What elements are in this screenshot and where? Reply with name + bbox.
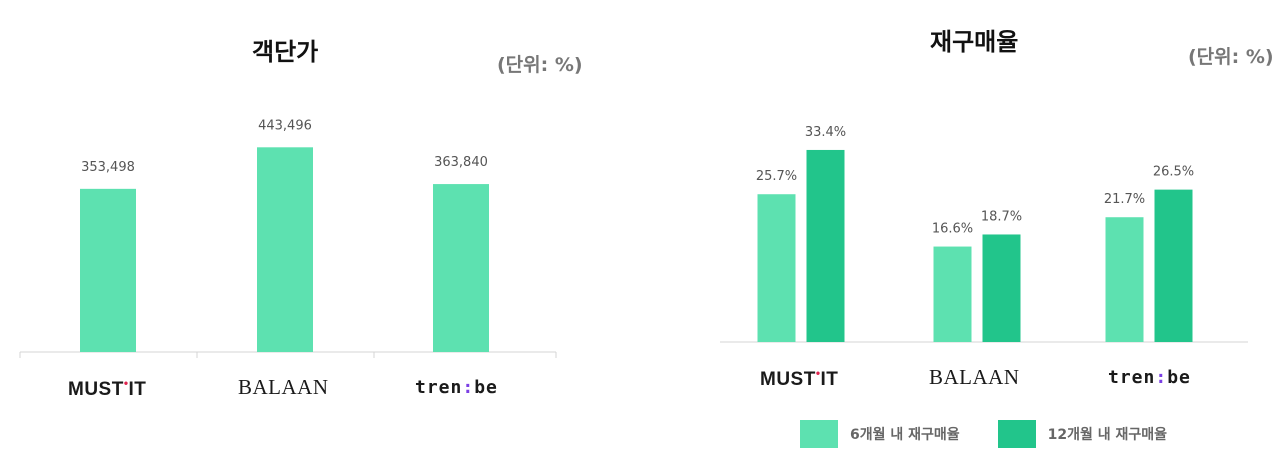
data-label: 25.7% — [756, 169, 797, 184]
legend-label: 6개월 내 재구매율 — [850, 427, 960, 443]
chart-plot: 25.7% 16.6% 21.7% 33.4% 18.7% 26.5% — [720, 125, 1248, 343]
balaan-logo: BALAAN — [238, 375, 329, 399]
chart-title: 재구매율 — [930, 28, 1019, 56]
trenbe-logo: tren:be — [1108, 367, 1191, 388]
data-label: 363,840 — [434, 155, 488, 170]
legend-swatch — [800, 420, 838, 448]
mustit-logo: MUST•IT — [68, 376, 147, 400]
average-order-value-chart: 객단가 (단위: %) 353,498 443,496 363,840 MUST•I… — [19, 38, 583, 400]
unit-label: (단위: %) — [1188, 46, 1274, 68]
repurchase-rate-chart: 재구매율 (단위: %) 25.7% 16.6% 21.7% 33.4% 18.7% 26… — [640, 0, 1280, 450]
bar — [806, 149, 845, 342]
chart-title: 객단가 — [252, 38, 319, 66]
data-label: 21.7% — [1104, 192, 1145, 207]
balaan-logo: BALAAN — [929, 365, 1020, 389]
legend-swatch — [997, 420, 1036, 448]
data-label: 26.5% — [1153, 165, 1194, 180]
unit-label: (단위: %) — [497, 54, 583, 76]
bar — [80, 188, 136, 352]
bar — [757, 194, 796, 342]
legend-item-12m: 12개월 내 재구매율 — [997, 420, 1168, 448]
data-label: 443,496 — [258, 118, 312, 133]
mustit-logo: MUST•IT — [760, 366, 839, 390]
legend-label: 12개월 내 재구매율 — [1047, 427, 1168, 443]
data-label: 16.6% — [932, 222, 973, 237]
data-label: 18.7% — [981, 209, 1022, 224]
data-label: 353,498 — [81, 160, 135, 175]
bar — [1154, 189, 1193, 342]
bar — [982, 234, 1021, 342]
bar — [433, 184, 489, 352]
data-label: 33.4% — [805, 125, 846, 140]
chart-plot: 353,498 443,496 363,840 — [19, 118, 557, 358]
bar — [1105, 217, 1144, 342]
bar — [257, 147, 313, 352]
legend-item-6m: 6개월 내 재구매율 — [800, 420, 960, 448]
chart-legend: 6개월 내 재구매율 12개월 내 재구매율 — [800, 420, 1205, 448]
trenbe-logo: tren:be — [415, 377, 498, 398]
bar — [933, 246, 972, 342]
